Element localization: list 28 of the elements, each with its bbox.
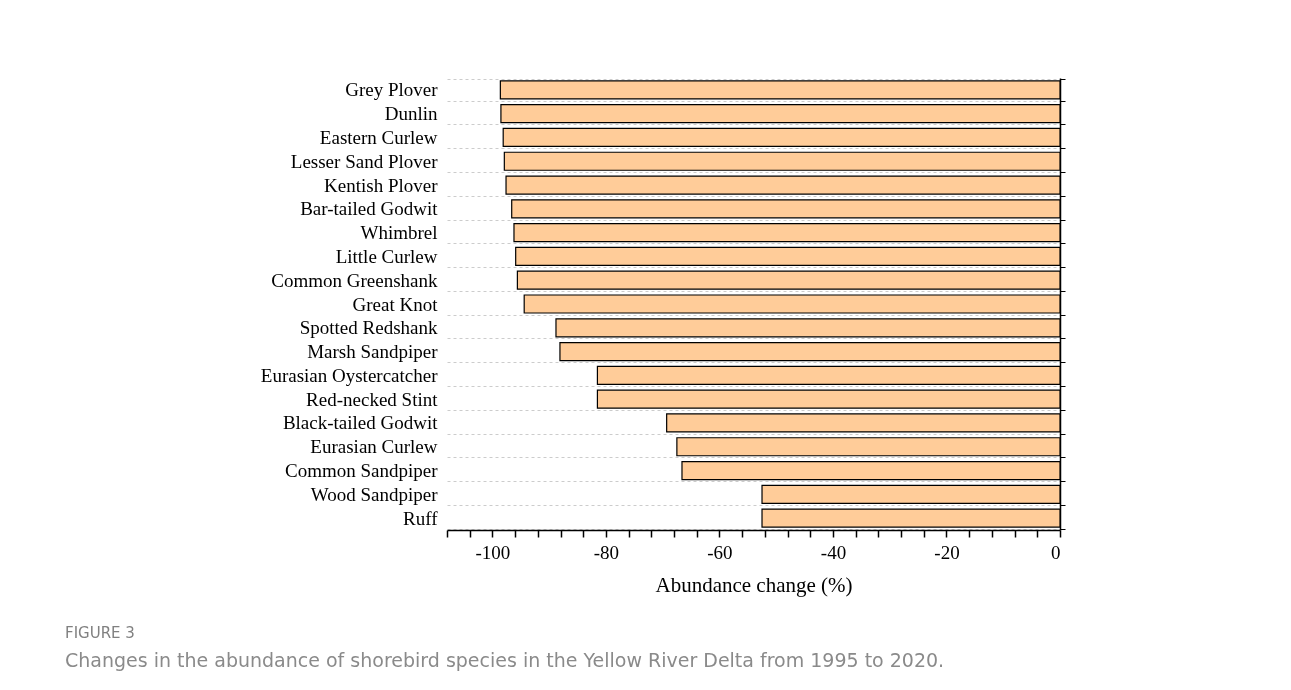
y-tick-label: Marsh Sandpiper [307, 341, 439, 363]
y-tick-label: Little Curlew [335, 245, 438, 267]
y-tick-label: Bar-tailed Godwit [300, 198, 439, 220]
x-tick-label: -80 [593, 541, 620, 563]
y-tick-label: Dunlin [384, 103, 438, 125]
y-tick-label: Wood Sandpiper [310, 483, 439, 505]
y-tick-label: Spotted Redshank [299, 317, 438, 339]
caption: FIGURE 3 [65, 624, 135, 642]
x-tick-label: -60 [707, 541, 733, 563]
x-tick-label: -20 [934, 541, 960, 563]
y-tick-label: Lesser Sand Plover [290, 150, 439, 172]
y-tick-label: Eurasian Curlew [310, 436, 438, 458]
y-tick-label: Red-necked Stint [306, 388, 439, 410]
y-tick-label: Black-tailed Godwit [282, 412, 439, 434]
x-tick-label: -40 [820, 541, 847, 563]
y-tick-label: Common Greenshank [271, 269, 438, 291]
y-tick-label: Eastern Curlew [319, 126, 438, 148]
y-tick-label: Great Knot [352, 293, 439, 315]
x-tick-label: -100 [475, 541, 511, 563]
y-tick-label: Eurasian Oystercatcher [260, 364, 439, 386]
y-tick-label: Whimbrel [360, 222, 438, 244]
x-tick-label: 0 [1051, 541, 1061, 563]
y-tick-label: Ruff [403, 507, 439, 529]
text: Changes in the abundance of shorebird species in the Yellow River Delta from 1995 to 2020. [65, 649, 945, 671]
y-tick-label: Common Sandpiper [284, 460, 439, 482]
y-tick-label: Kentish Plover [324, 174, 439, 196]
y-tick-label: Grey Plover [345, 79, 439, 101]
x-axis-title: Abundance change (%) [655, 572, 853, 597]
